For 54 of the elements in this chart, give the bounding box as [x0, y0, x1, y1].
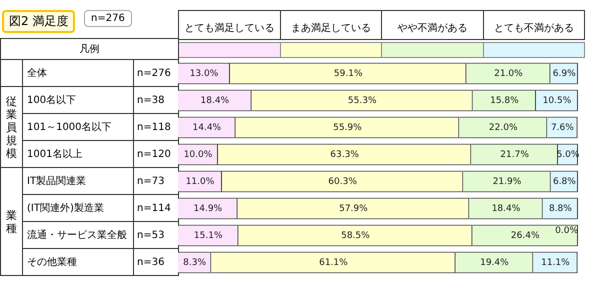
text: n=118 [133, 113, 179, 141]
data-label: 21.9% [492, 176, 522, 187]
y-tick-label: 流通・サービス業全般 [22, 221, 134, 249]
y-tick-label: 1001名以上 [22, 140, 134, 168]
text: n=73 [133, 167, 179, 195]
data-label: 21.0% [494, 68, 524, 79]
y-tick-label: 100名以下 [22, 86, 134, 114]
text: 凡例 [0, 38, 179, 60]
y-tick-label: 全体 [22, 59, 134, 87]
data-label: 6.8% [552, 176, 576, 187]
data-label: 61.1% [319, 258, 348, 268]
data-label: 18.4% [200, 96, 230, 106]
data-label: 7.6% [550, 122, 574, 133]
data-label: 63.3% [330, 150, 360, 160]
text: n=120 [133, 140, 179, 168]
data-label: 8.8% [548, 204, 572, 214]
data-label: 59.1% [334, 68, 363, 79]
data-label: 10.5% [542, 96, 572, 106]
data-label: 26.4% [510, 230, 540, 241]
data-label: 19.4% [480, 258, 510, 268]
data-label: 55.3% [348, 96, 377, 106]
data-label: 6.9% [552, 68, 576, 79]
data-label: 8.3% [183, 258, 206, 268]
table-cell: 業種 [0, 167, 23, 276]
text: n=276 [133, 59, 179, 87]
data-label: 15.1% [194, 230, 223, 241]
data-label: 57.9% [339, 204, 368, 214]
y-tick-label: IT製品関連業 [22, 167, 134, 195]
text: n=38 [133, 86, 179, 114]
data-label: 14.4% [192, 122, 222, 133]
text: n=114 [133, 194, 179, 222]
data-label: 13.0% [190, 68, 219, 79]
text: とても満足している [178, 10, 280, 40]
text: 図2 満足度 [2, 10, 76, 33]
data-label: 22.0% [488, 122, 518, 133]
chart-subtitle: n=276 [84, 10, 132, 27]
data-label: 10.0% [184, 150, 213, 160]
data-label: 15.8% [490, 96, 520, 106]
text: やや不満がある [381, 10, 484, 40]
data-label: 21.7% [500, 150, 530, 160]
data-label: 11.0% [186, 176, 215, 187]
y-tick-label: (IT関連外)製造業 [22, 194, 134, 222]
y-tick-label: 101～1000名以下 [22, 113, 134, 141]
data-label: 11.1% [541, 258, 570, 268]
y-tick-label: その他業種 [22, 248, 134, 276]
data-label: 58.5% [341, 230, 370, 241]
data-label: 18.4% [492, 204, 521, 214]
text: n=36 [133, 248, 179, 276]
data-label: 55.9% [333, 122, 362, 133]
data-label: 14.9% [194, 204, 223, 214]
text: とても不満がある [482, 10, 585, 40]
text: まあ満足している [280, 10, 382, 40]
text: n=53 [133, 221, 179, 249]
data-label: 60.3% [328, 176, 358, 187]
